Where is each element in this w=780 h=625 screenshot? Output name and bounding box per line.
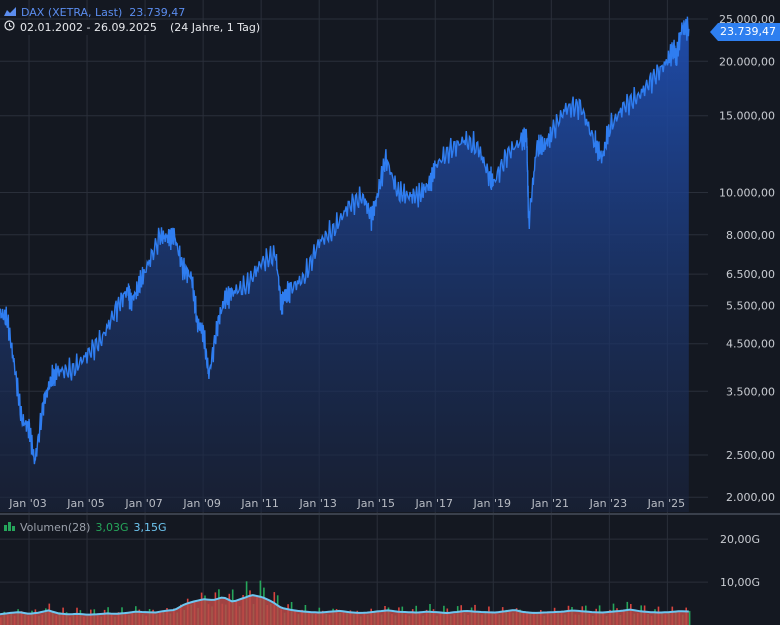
clock-icon <box>4 20 15 35</box>
axis-labels: Jan '03 Jan '05 Jan '07 Jan '09 Jan '11 Jan '… <box>8 13 775 589</box>
volume-bars <box>0 580 691 625</box>
instrument-name: DAX (XETRA, Last) <box>21 6 123 19</box>
volume-value-1: 3,03G <box>95 521 129 534</box>
x-tick-label: Jan '05 <box>66 497 104 510</box>
y-tick-label: 4.500,00 <box>726 338 775 351</box>
x-tick-label: Jan '19 <box>473 497 511 510</box>
y-tick-label: 15.000,00 <box>719 110 775 123</box>
x-tick-label: Jan '25 <box>647 497 685 510</box>
price-series-line <box>0 16 690 465</box>
x-tick-label: Jan '11 <box>240 497 278 510</box>
y-tick-label: 6.500,00 <box>726 268 775 281</box>
y-tick-label: 8.000,00 <box>726 229 775 242</box>
x-tick-label: Jan '09 <box>182 497 220 510</box>
x-tick-label: Jan '03 <box>8 497 46 510</box>
x-tick-label: Jan '23 <box>589 497 627 510</box>
volume-tick-label: 10,00G <box>720 576 760 589</box>
last-value: 23.739,47 <box>129 6 186 19</box>
y-tick-label: 25.000,00 <box>719 13 775 26</box>
volume-bar <box>688 610 691 625</box>
chart-legend: DAX (XETRA, Last) 23.739,47 02.01.2002 -… <box>4 5 260 35</box>
y-tick-label: 10.000,00 <box>719 187 775 200</box>
volume-legend: Volumen(28) 3,03G 3,15G <box>4 521 167 534</box>
volume-tick-label: 20,00G <box>720 533 760 546</box>
date-span: (24 Jahre, 1 Tag) <box>169 21 261 34</box>
y-tick-label: 2.500,00 <box>726 449 775 462</box>
price-area-fill <box>0 16 689 512</box>
volume-average-line <box>0 594 689 616</box>
x-tick-label: Jan '07 <box>124 497 162 510</box>
y-tick-label: 20.000,00 <box>719 55 775 68</box>
price-area <box>0 16 690 512</box>
y-tick-label: 2.000,00 <box>726 491 775 504</box>
x-tick-label: Jan '17 <box>415 497 453 510</box>
x-tick-label: Jan '15 <box>356 497 394 510</box>
last-price-badge: 23.739,47 <box>710 23 780 41</box>
y-tick-label: 5.500,00 <box>726 300 775 313</box>
volume-value-2: 3,15G <box>133 521 167 534</box>
y-tick-label: 3.500,00 <box>726 385 775 398</box>
date-range: 02.01.2002 - 26.09.2025 <box>20 20 161 35</box>
bar-chart-icon <box>4 521 15 534</box>
volume-label: Volumen(28) <box>20 521 91 534</box>
area-chart-icon <box>4 5 16 20</box>
volume-area <box>0 595 689 625</box>
x-tick-label: Jan '21 <box>531 497 569 510</box>
x-tick-label: Jan '13 <box>298 497 336 510</box>
